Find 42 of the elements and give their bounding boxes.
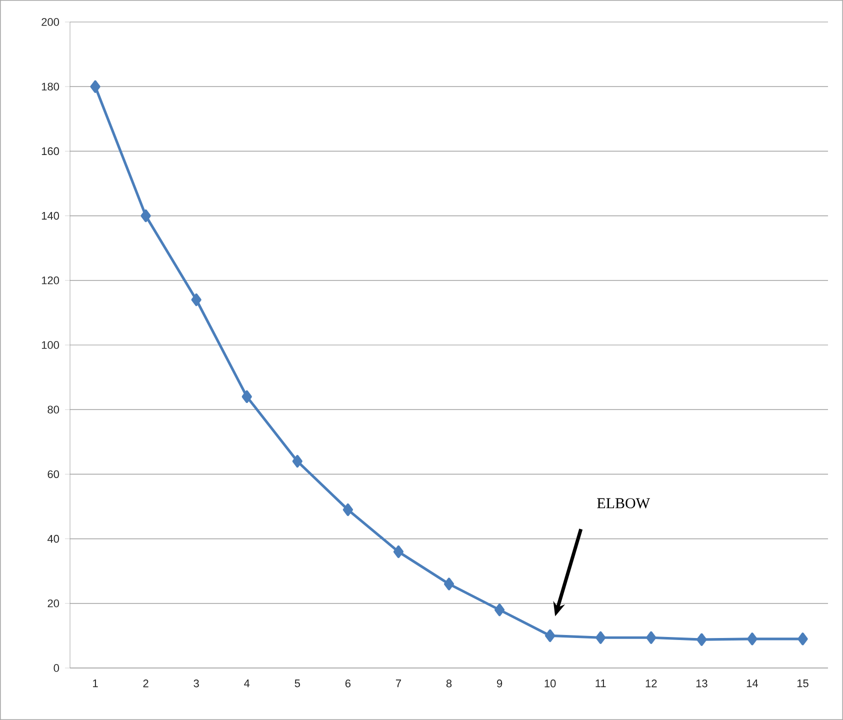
x-tick-label: 10 [544, 680, 556, 688]
y-tick-label: 160 [42, 147, 60, 156]
point [90, 80, 100, 93]
y-tick-label: 140 [42, 212, 60, 220]
x-tick-label: 2 [143, 680, 148, 688]
x-tick-label: 7 [396, 680, 401, 688]
x-tick-label: 11 [596, 680, 606, 688]
x-tick-label: 14 [746, 680, 758, 688]
y-tick-label: 180 [42, 82, 60, 90]
point [696, 633, 707, 646]
point [444, 578, 454, 590]
x-tick-label: 15 [797, 680, 808, 688]
y-tick-label: 60 [48, 470, 60, 478]
x-tick-label: 9 [496, 680, 502, 688]
x-tick-label: 5 [294, 680, 300, 688]
x-tick-label: 6 [345, 680, 351, 688]
y-tick-label: 100 [42, 341, 60, 349]
x-tick-label: 13 [696, 680, 708, 688]
point [545, 629, 556, 642]
x-tick-label: 4 [244, 680, 250, 688]
y-tick-label: 20 [48, 600, 60, 608]
point [292, 454, 302, 468]
annotation: ELBOW [597, 498, 650, 508]
point [242, 390, 252, 403]
point [393, 545, 404, 558]
y-tick-label: 200 [42, 18, 60, 26]
point [191, 293, 202, 306]
point [494, 604, 505, 616]
y-tick-label: 40 [47, 534, 60, 543]
point [342, 503, 353, 516]
x-tick-label: 8 [446, 680, 452, 688]
x-tick-label: 3 [194, 680, 199, 688]
point [596, 631, 606, 644]
x-tick-label: 12 [646, 680, 657, 688]
y-tick-label: 0 [54, 664, 60, 672]
y-tick-label: 120 [42, 276, 60, 284]
point [140, 209, 151, 222]
point [747, 632, 758, 646]
point [798, 632, 808, 646]
x-tick-label: 1 [93, 680, 98, 688]
point [646, 631, 656, 644]
y-tick-label: 80 [48, 406, 60, 414]
